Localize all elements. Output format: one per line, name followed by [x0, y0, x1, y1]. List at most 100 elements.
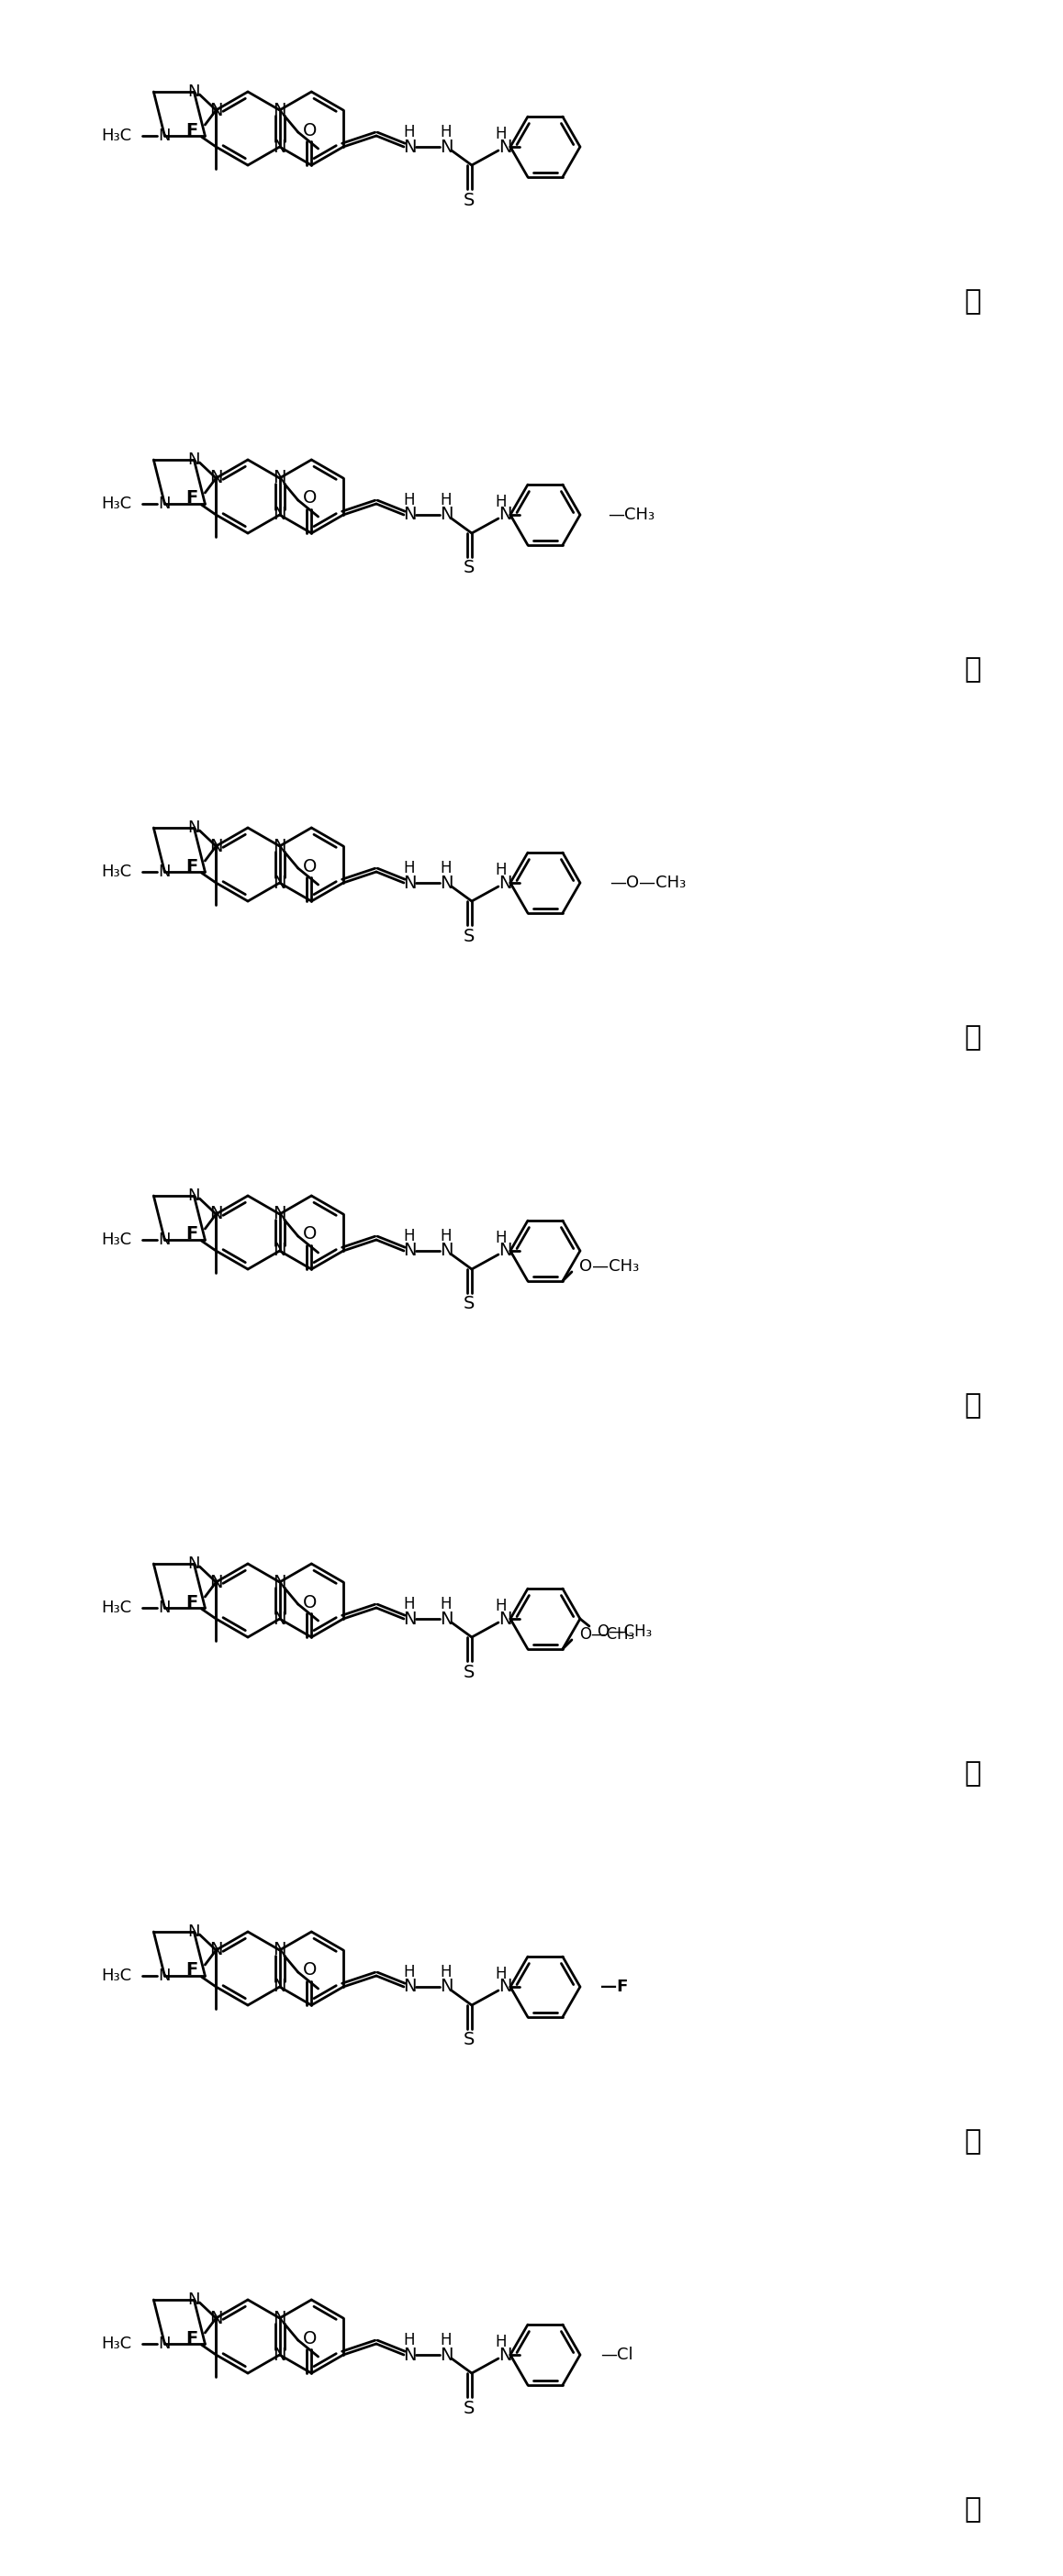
Text: H₃C: H₃C	[101, 863, 132, 881]
Text: H: H	[404, 1963, 415, 1981]
Text: O: O	[303, 1595, 317, 1610]
Text: N: N	[499, 139, 511, 155]
Text: —O—CH₃: —O—CH₃	[609, 876, 686, 891]
Text: 或: 或	[964, 2128, 981, 2156]
Text: H: H	[495, 2334, 507, 2349]
Text: S: S	[463, 2032, 475, 2048]
Text: N: N	[188, 819, 200, 837]
Text: 或: 或	[964, 2496, 981, 2522]
Text: S: S	[463, 2398, 475, 2416]
Text: H: H	[440, 860, 452, 876]
Text: H: H	[404, 1597, 415, 1613]
Text: N: N	[158, 1600, 171, 1615]
Text: H₃C: H₃C	[101, 2336, 132, 2352]
Text: N: N	[158, 1968, 171, 1984]
Text: N: N	[403, 505, 416, 523]
Text: O: O	[303, 2329, 317, 2347]
Text: H: H	[440, 492, 452, 507]
Text: N: N	[403, 139, 416, 155]
Text: N: N	[499, 1610, 511, 1628]
Text: N: N	[439, 1610, 453, 1628]
Text: N: N	[273, 100, 286, 118]
Text: N: N	[188, 1924, 200, 1940]
Text: N: N	[499, 1978, 511, 1996]
Text: F: F	[186, 1226, 199, 1244]
Text: O: O	[303, 858, 317, 876]
Text: N: N	[439, 139, 453, 155]
Text: N: N	[499, 873, 511, 891]
Text: H: H	[440, 1229, 452, 1244]
Text: N: N	[209, 837, 223, 855]
Text: N: N	[209, 1574, 223, 1592]
Text: N: N	[273, 837, 286, 855]
Text: 或: 或	[964, 1394, 981, 1419]
Text: N: N	[188, 1556, 200, 1571]
Text: O: O	[303, 1960, 317, 1978]
Text: N: N	[499, 1242, 511, 1260]
Text: N: N	[209, 1206, 223, 1224]
Text: O—CH₃: O—CH₃	[596, 1623, 652, 1641]
Text: 或: 或	[964, 1025, 981, 1051]
Text: 或: 或	[964, 289, 981, 314]
Text: O: O	[303, 489, 317, 507]
Text: H₃C: H₃C	[101, 495, 132, 513]
Text: H: H	[495, 126, 507, 142]
Text: N: N	[439, 1978, 453, 1996]
Text: N: N	[439, 505, 453, 523]
Text: F: F	[186, 489, 199, 507]
Text: N: N	[209, 100, 223, 118]
Text: N: N	[403, 2347, 416, 2365]
Text: N: N	[158, 495, 171, 513]
Text: H: H	[404, 1229, 415, 1244]
Text: N: N	[439, 2347, 453, 2365]
Text: F: F	[186, 1595, 199, 1610]
Text: N: N	[273, 2311, 286, 2326]
Text: H: H	[440, 1597, 452, 1613]
Text: N: N	[403, 1242, 416, 1260]
Text: —Cl: —Cl	[601, 2347, 632, 2362]
Text: H: H	[440, 124, 452, 142]
Text: N: N	[273, 1574, 286, 1592]
Text: F: F	[186, 2329, 199, 2347]
Text: H: H	[440, 1963, 452, 1981]
Text: O—CH₃: O—CH₃	[579, 1257, 639, 1275]
Text: —CH₃: —CH₃	[608, 507, 655, 523]
Text: O: O	[303, 1226, 317, 1244]
Text: N: N	[188, 451, 200, 469]
Text: N: N	[273, 139, 286, 155]
Text: N: N	[273, 873, 286, 891]
Text: N: N	[158, 863, 171, 881]
Text: N: N	[209, 2311, 223, 2326]
Text: N: N	[188, 1188, 200, 1203]
Text: N: N	[273, 1206, 286, 1224]
Text: S: S	[463, 1296, 475, 1314]
Text: S: S	[463, 927, 475, 945]
Text: N: N	[403, 1610, 416, 1628]
Text: N: N	[499, 505, 511, 523]
Text: N: N	[273, 469, 286, 487]
Text: H: H	[404, 2331, 415, 2349]
Text: H: H	[495, 863, 507, 878]
Text: N: N	[209, 1942, 223, 1958]
Text: 或: 或	[964, 657, 981, 683]
Text: H: H	[495, 1965, 507, 1984]
Text: O—CH₃: O—CH₃	[579, 1625, 635, 1643]
Text: N: N	[273, 2347, 286, 2365]
Text: N: N	[273, 1942, 286, 1958]
Text: N: N	[273, 1610, 286, 1628]
Text: —F: —F	[601, 1978, 628, 1994]
Text: F: F	[186, 858, 199, 876]
Text: N: N	[439, 873, 453, 891]
Text: H₃C: H₃C	[101, 1231, 132, 1249]
Text: S: S	[463, 191, 475, 209]
Text: N: N	[403, 873, 416, 891]
Text: N: N	[403, 1978, 416, 1996]
Text: H: H	[404, 860, 415, 876]
Text: H: H	[495, 495, 507, 510]
Text: N: N	[273, 505, 286, 523]
Text: S: S	[463, 1664, 475, 1680]
Text: H: H	[440, 2331, 452, 2349]
Text: N: N	[158, 129, 171, 144]
Text: H₃C: H₃C	[101, 1968, 132, 1984]
Text: H: H	[495, 1229, 507, 1247]
